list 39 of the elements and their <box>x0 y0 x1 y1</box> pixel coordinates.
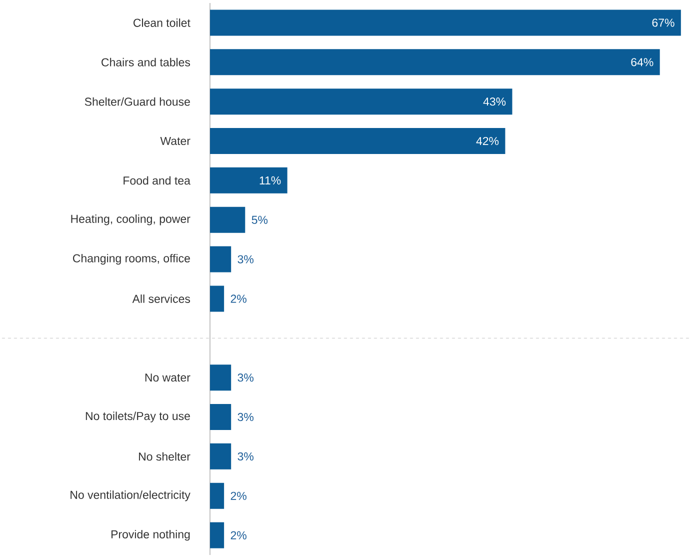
y-tick-label: Shelter/Guard house <box>84 97 190 106</box>
bar <box>210 364 232 391</box>
bar <box>210 49 660 76</box>
y-tick-label: Changing rooms, office <box>72 254 190 265</box>
y-tick-label: Chairs and tables <box>102 58 190 66</box>
data-label: 2% <box>230 492 246 500</box>
data-label: 43% <box>483 98 506 106</box>
data-label: 2% <box>230 294 246 303</box>
data-label: 5% <box>252 216 268 224</box>
y-tick-label: All services <box>132 294 190 303</box>
bar <box>210 246 232 272</box>
y-tick-label: No shelter <box>138 452 190 461</box>
data-label: 3% <box>238 255 254 264</box>
data-label: 64% <box>631 58 654 66</box>
y-tick-label: Heating, cooling, power <box>71 214 190 226</box>
y-tick-label: Provide nothing <box>111 530 190 541</box>
bar <box>210 10 681 36</box>
bar <box>210 286 224 312</box>
y-tick-label: No ventilation/electricity <box>70 490 190 502</box>
bar <box>210 128 506 154</box>
bar <box>210 443 232 470</box>
data-label: 42% <box>476 136 499 146</box>
bar <box>210 88 512 115</box>
bar <box>210 167 288 194</box>
data-label: 11% <box>260 176 281 184</box>
y-tick-label: Food and tea <box>124 176 190 185</box>
y-tick-label: Clean toilet <box>134 18 190 27</box>
bar <box>210 482 224 509</box>
y-tick-label: Water <box>160 137 190 146</box>
data-label: 3% <box>238 452 254 461</box>
data-label: 67% <box>652 18 674 27</box>
data-label: 3% <box>238 374 254 382</box>
data-label: 3% <box>238 412 254 422</box>
y-tick-label: No water <box>145 374 190 382</box>
y-tick-label: No toilets/Pay to use <box>86 412 190 422</box>
bar <box>210 522 224 548</box>
data-label: 2% <box>230 531 246 540</box>
bar <box>210 206 246 233</box>
bar <box>210 404 232 430</box>
